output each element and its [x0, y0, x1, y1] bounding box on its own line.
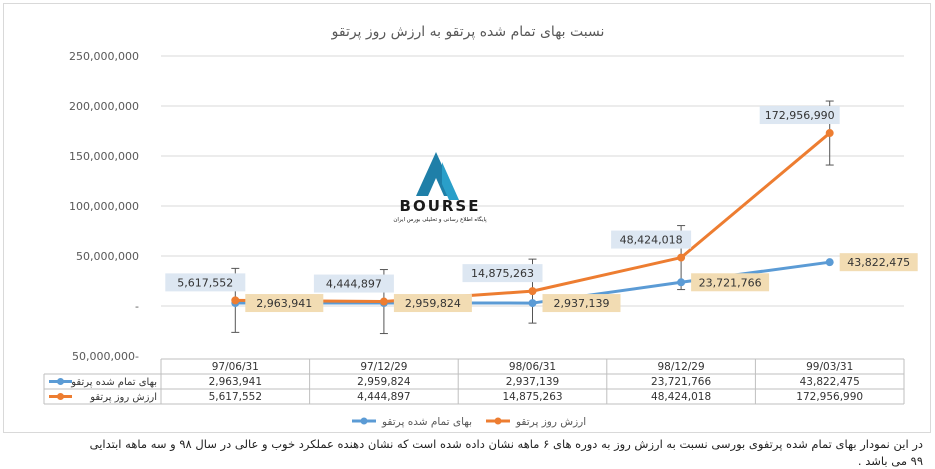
y-tick-label: 250,000,000: [69, 50, 139, 63]
data-label-box: [611, 230, 692, 249]
table-cell: 5,617,552: [209, 391, 262, 403]
caption-line-2: ۹۹ می باشد .: [857, 454, 923, 468]
data-label: 23,721,766: [699, 276, 762, 289]
data-label-box: [393, 294, 472, 313]
table-cell: 14,875,263: [502, 391, 562, 403]
data-point: [528, 299, 537, 308]
table-cell: 23,721,766: [651, 376, 711, 388]
data-label: 14,875,263: [471, 267, 534, 280]
data-label: 2,963,941: [256, 297, 312, 310]
table-category: 99/03/31: [806, 361, 853, 373]
legend-key-marker: [360, 417, 368, 425]
data-point: [677, 253, 686, 262]
legend-label: ارزش روز پرتقو: [515, 416, 586, 428]
table-category: 98/06/31: [509, 361, 556, 373]
data-label-box: [165, 273, 246, 292]
legend-key-marker: [494, 417, 502, 425]
y-tick-label: 50,000,000: [76, 250, 139, 263]
data-label-box: [313, 274, 394, 293]
table-cell: 172,956,990: [796, 391, 863, 403]
data-point: [379, 297, 388, 306]
data-label: 172,956,990: [765, 109, 835, 122]
data-label: 5,617,552: [177, 276, 233, 289]
data-label: 2,937,139: [554, 297, 610, 310]
data-label: 4,444,897: [326, 278, 382, 291]
table-series-name: بهای تمام شده پرتقو: [70, 377, 157, 388]
chart-title: نسبت بهای تمام شده پرتقو به ارزش روز پرت…: [331, 24, 605, 40]
legend-label: بهای تمام شده پرتقو: [381, 416, 472, 428]
chart-frame: نسبت بهای تمام شده پرتقو به ارزش روز پرت…: [3, 3, 931, 433]
y-tick-label: 150,000,000: [69, 150, 139, 163]
table-legend-key-marker: [57, 393, 64, 400]
logo-icon-accent: [442, 162, 459, 200]
logo-subtitle: پایگاه اطلاع رسانی و تحلیلی بورس ایران: [393, 216, 487, 223]
data-label: 43,822,475: [847, 256, 910, 269]
table-cell: 4,444,897: [357, 391, 410, 403]
data-label-box: [245, 294, 324, 313]
data-point: [677, 278, 686, 287]
table-series-name: ارزش روز پرتقو: [89, 392, 157, 403]
table-cell: 2,963,941: [209, 376, 262, 388]
logo-text: BOURSE: [400, 197, 481, 215]
table-category: 97/06/31: [212, 361, 259, 373]
table-cell: 43,822,475: [800, 376, 860, 388]
data-label-box: [542, 294, 621, 313]
data-point: [825, 258, 834, 267]
data-label-box: [839, 253, 918, 272]
y-tick-label: -: [135, 300, 139, 313]
table-cell: 48,424,018: [651, 391, 711, 403]
table-category: 98/12/29: [658, 361, 705, 373]
table-cell: 2,937,139: [506, 376, 559, 388]
y-tick-label: 200,000,000: [69, 100, 139, 113]
y-tick-label: 50,000,000-: [72, 350, 139, 363]
data-label-box: [691, 273, 770, 292]
data-label: 48,424,018: [620, 234, 683, 247]
data-point: [825, 129, 834, 138]
data-point: [528, 287, 537, 296]
data-point: [231, 296, 240, 305]
caption-line-1: در این نمودار بهای تمام شده پرتفوی بورسی…: [89, 437, 923, 451]
table-legend-key-marker: [57, 378, 64, 385]
table-cell: 2,959,824: [357, 376, 411, 388]
table-category: 97/12/29: [360, 361, 407, 373]
data-label-box: [462, 264, 543, 283]
data-label: 2,959,824: [405, 297, 461, 310]
line-chart: نسبت بهای تمام شده پرتقو به ارزش روز پرت…: [43, 24, 918, 428]
data-label-box: [759, 106, 840, 125]
y-tick-label: 100,000,000: [69, 200, 139, 213]
